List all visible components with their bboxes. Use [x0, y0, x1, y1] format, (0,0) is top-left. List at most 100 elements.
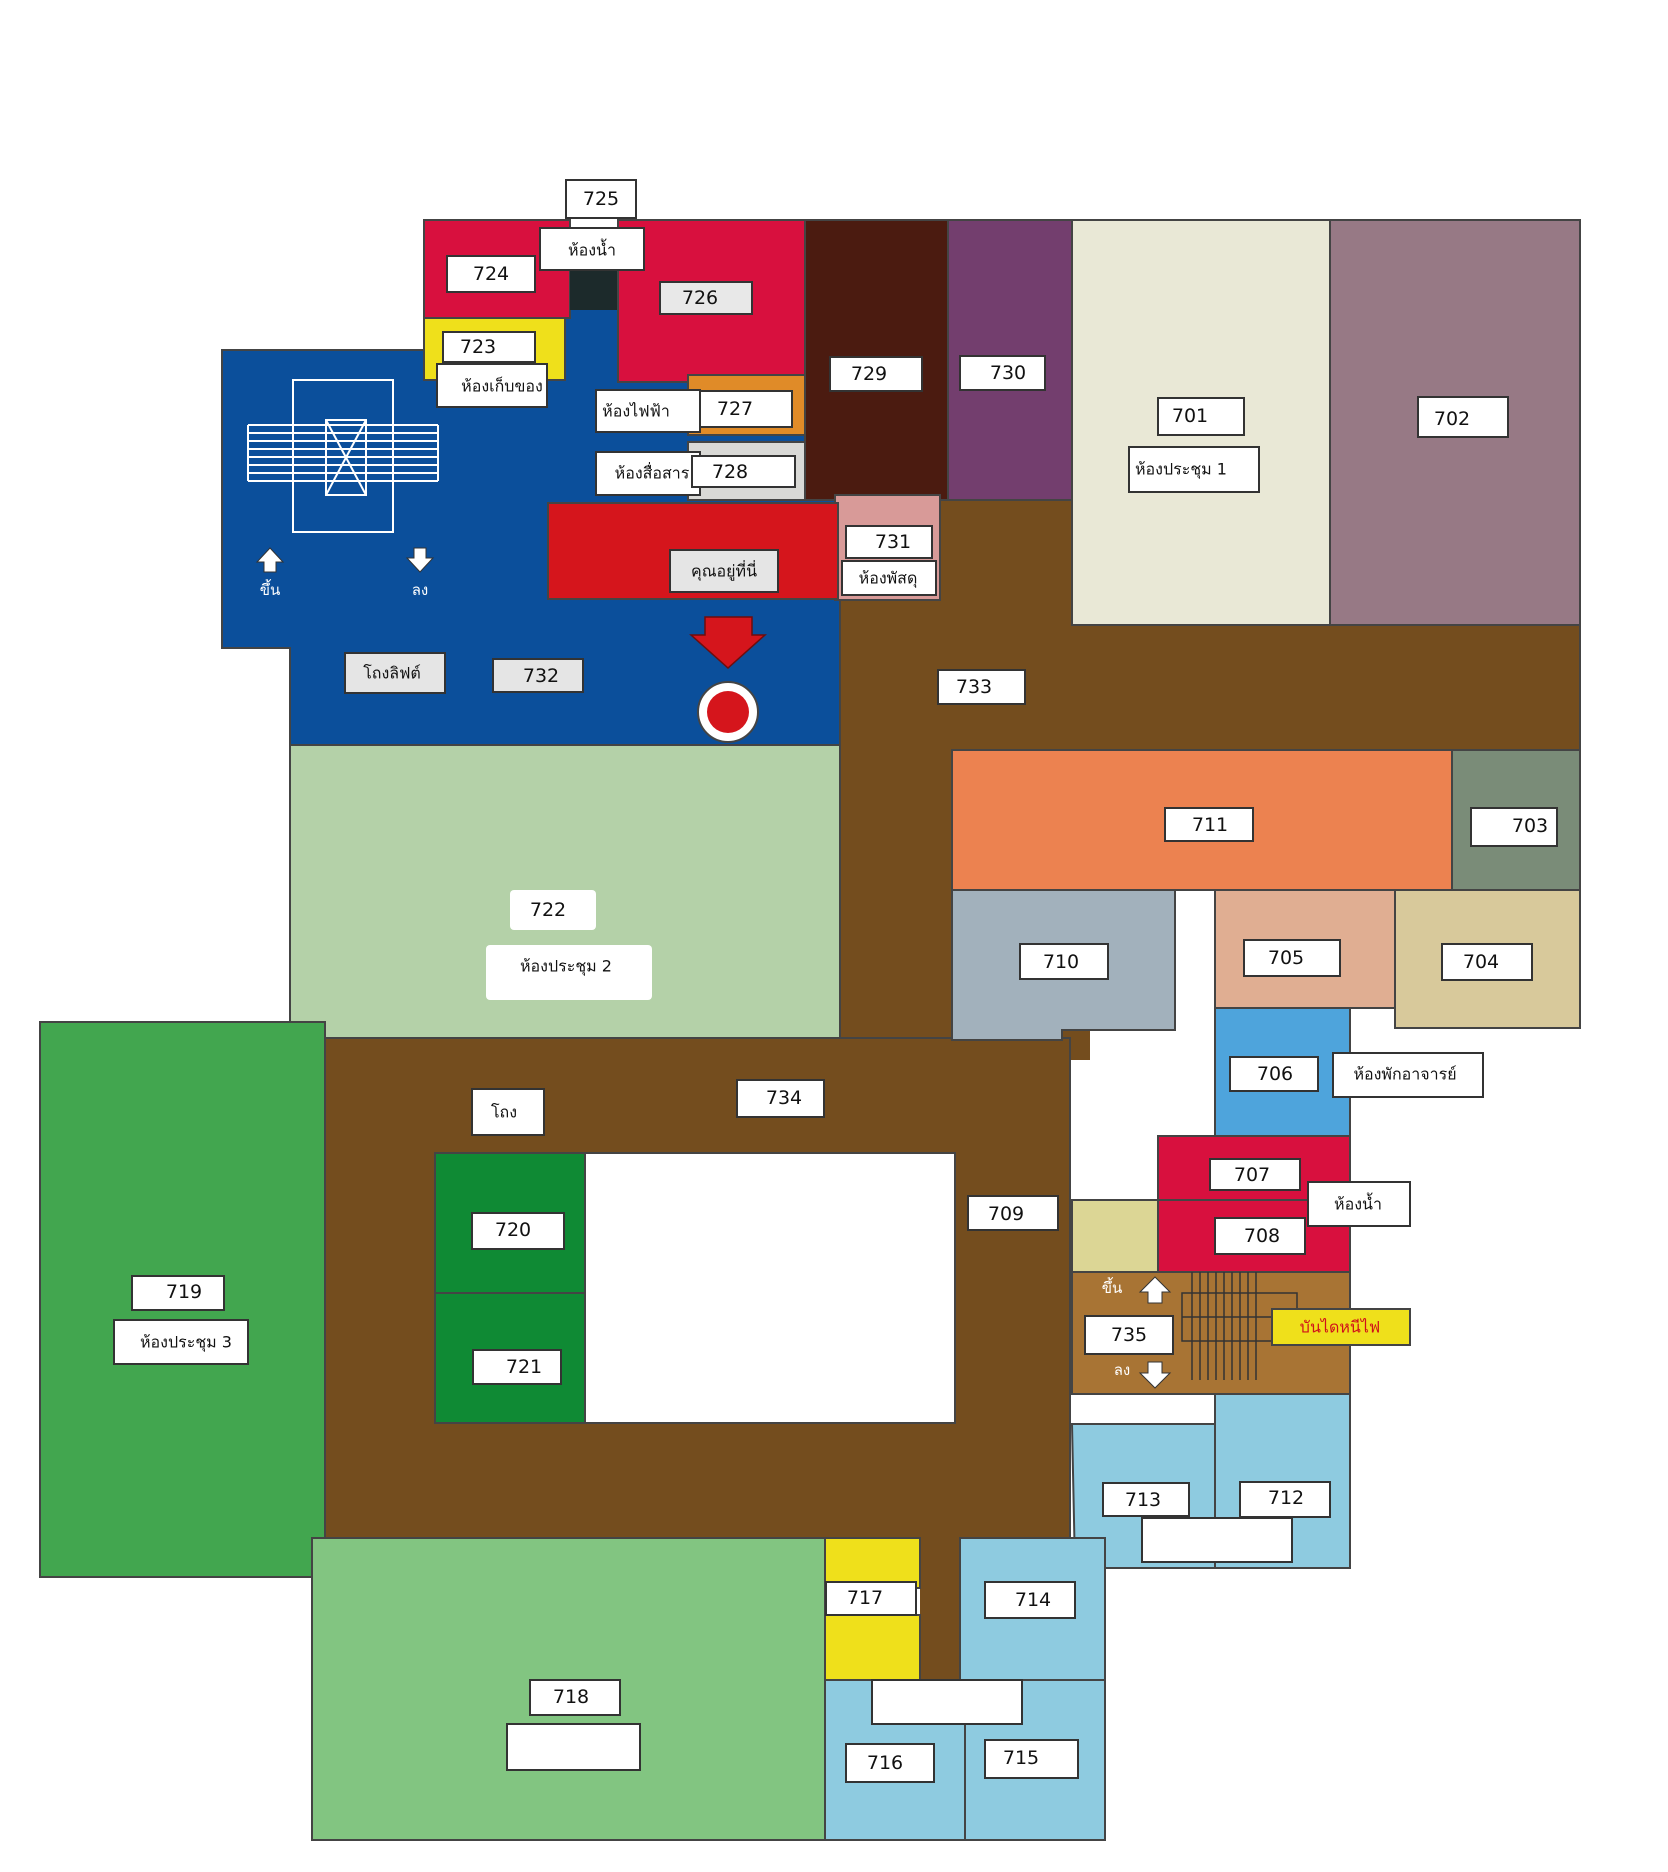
courtyard: [584, 1152, 956, 1424]
label-709: 709: [967, 1195, 1059, 1231]
svg-text:719: 719: [166, 1281, 202, 1303]
svg-text:723: 723: [460, 336, 496, 358]
stairs-down-label: ลง: [1114, 1361, 1131, 1379]
blank-label-714-716: [871, 1679, 1023, 1725]
svg-text:ห้องพักอาจารย์: ห้องพักอาจารย์: [1353, 1065, 1456, 1084]
svg-text:ห้องประชุม 2: ห้องประชุม 2: [520, 957, 612, 977]
label-708: 708: [1214, 1217, 1306, 1255]
label-meeting-1: ห้องประชุม 1: [1128, 446, 1260, 493]
label-701: 701: [1157, 397, 1245, 436]
label-733: 733: [937, 669, 1026, 705]
label-723: 723: [442, 331, 536, 363]
label-supplies: ห้องพัสดุ: [841, 560, 937, 596]
svg-text:733: 733: [956, 676, 992, 698]
svg-text:716: 716: [867, 1752, 903, 1774]
label-hall: โถง: [471, 1088, 545, 1136]
svg-text:707: 707: [1234, 1164, 1270, 1186]
svg-text:โถง: โถง: [491, 1103, 517, 1122]
svg-text:732: 732: [523, 665, 559, 687]
label-726: 726: [659, 281, 753, 315]
label-735: 735: [1084, 1315, 1174, 1355]
label-731: 731: [845, 525, 933, 559]
label-electrical: ห้องไฟฟ้า: [595, 389, 701, 433]
svg-text:727: 727: [717, 398, 753, 420]
label-storage: ห้องเก็บของ: [436, 363, 548, 408]
svg-text:734: 734: [766, 1087, 802, 1109]
label-720: 720: [471, 1212, 565, 1250]
label-728: 728: [691, 455, 796, 488]
label-707: 707: [1209, 1158, 1301, 1191]
label-727: 727: [699, 390, 793, 428]
svg-text:บันไดหนีไฟ: บันไดหนีไฟ: [1300, 1318, 1380, 1337]
svg-text:โถงลิฟต์: โถงลิฟต์: [363, 664, 421, 683]
up-arrow-icon: [255, 547, 285, 573]
label-734: 734: [736, 1079, 825, 1118]
svg-text:ห้องเก็บของ: ห้องเก็บของ: [461, 376, 543, 396]
label-722: 722: [510, 890, 596, 930]
label-706: 706: [1229, 1056, 1319, 1092]
svg-text:710: 710: [1043, 951, 1079, 973]
svg-text:ห้องไฟฟ้า: ห้องไฟฟ้า: [602, 402, 670, 421]
svg-text:ห้องพัสดุ: ห้องพัสดุ: [859, 569, 918, 589]
label-730: 730: [959, 355, 1046, 391]
svg-text:735: 735: [1111, 1324, 1147, 1346]
label-meeting-2: ห้องประชุม 2: [486, 945, 652, 1000]
stairs-up-arrow-icon: [1138, 1276, 1172, 1304]
label-713: 713: [1102, 1482, 1190, 1517]
svg-text:ห้องประชุม 3: ห้องประชุม 3: [140, 1333, 232, 1353]
label-729: 729: [829, 356, 923, 392]
label-you-are-here: คุณอยู่ที่นี่: [669, 549, 779, 593]
up-label: ขึ้น: [260, 579, 281, 599]
svg-text:704: 704: [1463, 951, 1499, 973]
svg-text:714: 714: [1015, 1589, 1051, 1611]
svg-text:ห้องน้ำ: ห้องน้ำ: [1334, 1193, 1382, 1214]
down-label: ลง: [412, 581, 429, 599]
svg-text:ห้องสื่อสาร: ห้องสื่อสาร: [615, 462, 690, 483]
label-meeting-3: ห้องประชุม 3: [113, 1319, 249, 1365]
label-restroom-top: ห้องน้ำ: [539, 227, 645, 271]
stairs-down-arrow-icon: [1138, 1361, 1172, 1389]
svg-text:726: 726: [682, 287, 718, 309]
label-717: 717: [825, 1581, 917, 1616]
label-721: 721: [472, 1349, 562, 1385]
label-teacher-lounge: ห้องพักอาจารย์: [1332, 1052, 1484, 1098]
label-718: 718: [529, 1679, 621, 1716]
room-yellowish: [1071, 1199, 1159, 1273]
location-marker-icon: [689, 616, 767, 743]
label-restroom-right: ห้องน้ำ: [1307, 1181, 1411, 1227]
label-732: 732: [492, 658, 584, 693]
svg-text:722: 722: [530, 899, 566, 921]
svg-text:701: 701: [1172, 405, 1208, 427]
svg-text:ห้องประชุม 1: ห้องประชุม 1: [1135, 460, 1227, 480]
svg-text:712: 712: [1268, 1487, 1304, 1509]
room-717-bottom: [824, 1614, 921, 1681]
blank-label-712-713: [1141, 1517, 1293, 1563]
svg-text:731: 731: [875, 531, 911, 553]
svg-text:ห้องน้ำ: ห้องน้ำ: [568, 239, 616, 260]
label-710: 710: [1019, 943, 1109, 980]
label-703: 703: [1470, 807, 1558, 847]
svg-text:711: 711: [1192, 814, 1228, 836]
label-705: 705: [1243, 939, 1341, 977]
svg-text:724: 724: [473, 263, 509, 285]
label-704: 704: [1441, 943, 1533, 981]
blank-label-718: [506, 1723, 641, 1771]
label-communication: ห้องสื่อสาร: [595, 451, 701, 496]
label-711: 711: [1164, 807, 1254, 842]
label-fire-escape: บันไดหนีไฟ: [1271, 1308, 1411, 1346]
corridor-lower: [920, 1530, 960, 1680]
svg-text:715: 715: [1003, 1747, 1039, 1769]
svg-text:717: 717: [847, 1587, 883, 1609]
svg-text:729: 729: [851, 363, 887, 385]
svg-text:703: 703: [1512, 815, 1548, 837]
svg-text:721: 721: [506, 1356, 542, 1378]
svg-text:730: 730: [990, 362, 1026, 384]
down-arrow-icon: [405, 547, 435, 573]
svg-text:706: 706: [1257, 1063, 1293, 1085]
label-725: 725: [565, 179, 637, 219]
svg-text:718: 718: [553, 1686, 589, 1708]
svg-text:702: 702: [1434, 408, 1470, 430]
elevator-icon: [247, 379, 439, 533]
svg-text:720: 720: [495, 1219, 531, 1241]
